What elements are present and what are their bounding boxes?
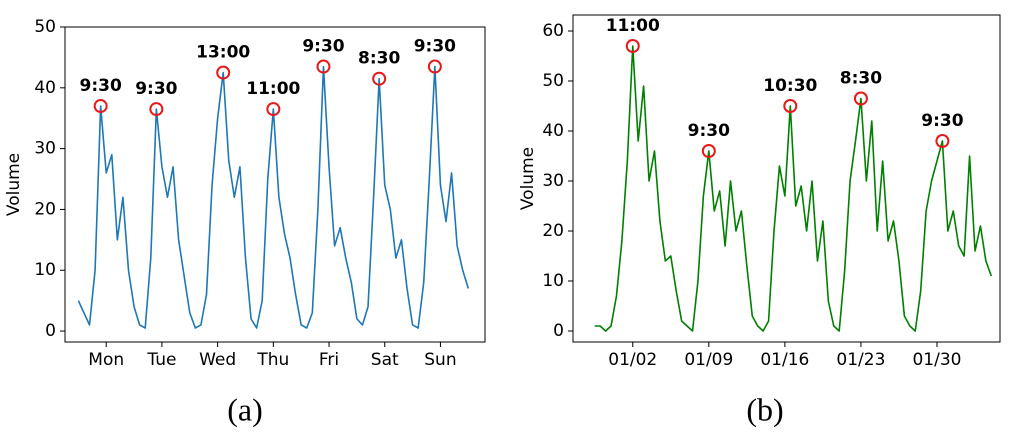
- peak-label: 9:30: [921, 111, 963, 131]
- peak-label: 8:30: [358, 49, 400, 69]
- peak-marker: [149, 102, 164, 117]
- caption: (b): [746, 391, 783, 427]
- x-tick-label: 01/30: [912, 350, 961, 370]
- peak-marker: [93, 99, 108, 114]
- peak-label: 10:30: [763, 76, 817, 96]
- peak-label: 9:30: [135, 79, 177, 99]
- data-line: [77, 65, 470, 329]
- x-tick-label: 01/23: [836, 350, 885, 370]
- peak-marker: [935, 134, 950, 148]
- peak-marker: [853, 91, 868, 106]
- y-tick-label: 20: [34, 199, 56, 219]
- peak-marker: [625, 39, 640, 53]
- peak-marker: [783, 99, 798, 113]
- plot-frame: [64, 26, 486, 343]
- x-tick-label: Mon: [88, 350, 124, 370]
- x-tick-label: Tue: [146, 350, 176, 370]
- peak-label: 13:00: [196, 43, 250, 63]
- y-tick-label: 40: [34, 78, 56, 98]
- y-tick-label: 50: [542, 71, 564, 91]
- x-tick-label: Wed: [199, 350, 236, 370]
- y-tick-label: 40: [542, 121, 564, 141]
- x-tick-label: 01/16: [760, 350, 809, 370]
- y-tick-label: 10: [34, 260, 56, 280]
- x-tick-label: Thu: [256, 350, 289, 370]
- peak-label: 9:30: [302, 37, 344, 57]
- peak-label: 11:00: [246, 79, 300, 99]
- peak-marker: [216, 65, 231, 80]
- x-tick-label: Fri: [319, 350, 339, 370]
- peak-marker: [316, 59, 331, 74]
- y-tick-label: 0: [553, 321, 564, 341]
- y-tick-label: 50: [34, 17, 56, 37]
- y-tick-label: 30: [34, 139, 56, 159]
- y-tick-label: 0: [45, 321, 56, 341]
- peak-marker: [427, 59, 442, 74]
- caption: (a): [227, 391, 263, 427]
- plot-frame: [572, 14, 1001, 343]
- y-tick-label: 20: [542, 221, 564, 241]
- x-tick-label: 01/02: [608, 350, 657, 370]
- data-line: [594, 45, 993, 332]
- peak-label: 11:00: [606, 16, 660, 36]
- y-tick-label: 30: [542, 171, 564, 191]
- peak-marker: [701, 144, 716, 158]
- x-tick-label: Sat: [371, 350, 399, 370]
- y-tick-label: 60: [542, 21, 564, 41]
- peak-label: 9:30: [80, 76, 122, 96]
- peak-label: 9:30: [688, 121, 730, 141]
- y-tick-label: 10: [542, 271, 564, 291]
- x-tick-label: Sun: [424, 350, 456, 370]
- peak-marker: [266, 102, 281, 117]
- peak-label: 9:30: [414, 37, 456, 57]
- y-axis-label: Volume: [4, 153, 24, 216]
- x-tick-label: 01/09: [684, 350, 733, 370]
- peak-marker: [372, 71, 387, 86]
- y-axis-label: Volume: [518, 147, 538, 210]
- peak-label: 8:30: [840, 69, 882, 89]
